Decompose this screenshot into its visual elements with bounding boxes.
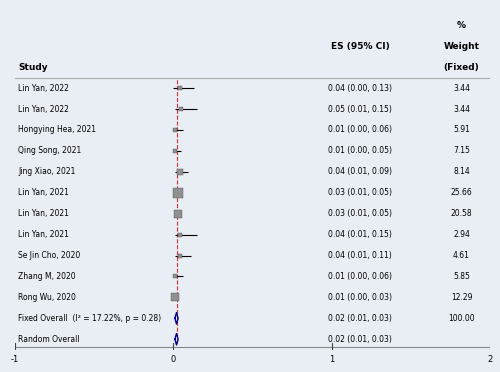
Text: 25.66: 25.66 bbox=[450, 188, 472, 197]
Text: Jing Xiao, 2021: Jing Xiao, 2021 bbox=[18, 167, 76, 176]
Text: 100.00: 100.00 bbox=[448, 314, 475, 323]
Text: 0.01 (0.00, 0.06): 0.01 (0.00, 0.06) bbox=[328, 125, 392, 134]
Text: ES (95% CI): ES (95% CI) bbox=[331, 42, 390, 51]
Text: Fixed Overall  (I² = 17.22%, p = 0.28): Fixed Overall (I² = 17.22%, p = 0.28) bbox=[18, 314, 162, 323]
Text: 8.14: 8.14 bbox=[453, 167, 470, 176]
Text: Rong Wu, 2020: Rong Wu, 2020 bbox=[18, 293, 76, 302]
Text: 1: 1 bbox=[329, 355, 334, 364]
Text: 0.03 (0.01, 0.05): 0.03 (0.01, 0.05) bbox=[328, 209, 392, 218]
Text: 0.04 (0.01, 0.09): 0.04 (0.01, 0.09) bbox=[328, 167, 392, 176]
Text: 2.94: 2.94 bbox=[453, 230, 470, 239]
Text: 12.29: 12.29 bbox=[451, 293, 472, 302]
Text: Lin Yan, 2021: Lin Yan, 2021 bbox=[18, 188, 69, 197]
Text: Qing Song, 2021: Qing Song, 2021 bbox=[18, 147, 82, 155]
Text: Lin Yan, 2022: Lin Yan, 2022 bbox=[18, 105, 69, 113]
Text: 3.44: 3.44 bbox=[453, 84, 470, 93]
Text: 3.44: 3.44 bbox=[453, 105, 470, 113]
Text: 0.04 (0.00, 0.13): 0.04 (0.00, 0.13) bbox=[328, 84, 392, 93]
Text: 5.91: 5.91 bbox=[453, 125, 470, 134]
Text: 4.61: 4.61 bbox=[453, 251, 470, 260]
Text: Weight: Weight bbox=[444, 42, 480, 51]
Text: 0.03 (0.01, 0.05): 0.03 (0.01, 0.05) bbox=[328, 188, 392, 197]
Text: 0.04 (0.01, 0.15): 0.04 (0.01, 0.15) bbox=[328, 230, 392, 239]
Text: 7.15: 7.15 bbox=[453, 147, 470, 155]
Text: 5.85: 5.85 bbox=[453, 272, 470, 281]
Text: Random Overall: Random Overall bbox=[18, 335, 80, 344]
Text: 0.01 (0.00, 0.05): 0.01 (0.00, 0.05) bbox=[328, 147, 392, 155]
Text: 0.01 (0.00, 0.06): 0.01 (0.00, 0.06) bbox=[328, 272, 392, 281]
Text: 0: 0 bbox=[170, 355, 176, 364]
Text: 2: 2 bbox=[488, 355, 492, 364]
Text: Lin Yan, 2021: Lin Yan, 2021 bbox=[18, 209, 69, 218]
Text: Se Jin Cho, 2020: Se Jin Cho, 2020 bbox=[18, 251, 80, 260]
Text: %: % bbox=[457, 21, 466, 30]
Text: 0.05 (0.01, 0.15): 0.05 (0.01, 0.15) bbox=[328, 105, 392, 113]
Text: (Fixed): (Fixed) bbox=[444, 63, 480, 72]
Text: Zhang M, 2020: Zhang M, 2020 bbox=[18, 272, 76, 281]
Text: 0.04 (0.01, 0.11): 0.04 (0.01, 0.11) bbox=[328, 251, 392, 260]
Text: Lin Yan, 2022: Lin Yan, 2022 bbox=[18, 84, 69, 93]
Text: 0.02 (0.01, 0.03): 0.02 (0.01, 0.03) bbox=[328, 314, 392, 323]
Text: 0.02 (0.01, 0.03): 0.02 (0.01, 0.03) bbox=[328, 335, 392, 344]
Text: 0.01 (0.00, 0.03): 0.01 (0.00, 0.03) bbox=[328, 293, 392, 302]
Text: Lin Yan, 2021: Lin Yan, 2021 bbox=[18, 230, 69, 239]
Text: -1: -1 bbox=[11, 355, 19, 364]
Text: Study: Study bbox=[18, 63, 48, 72]
Text: 20.58: 20.58 bbox=[450, 209, 472, 218]
Text: Hongying Hea, 2021: Hongying Hea, 2021 bbox=[18, 125, 96, 134]
